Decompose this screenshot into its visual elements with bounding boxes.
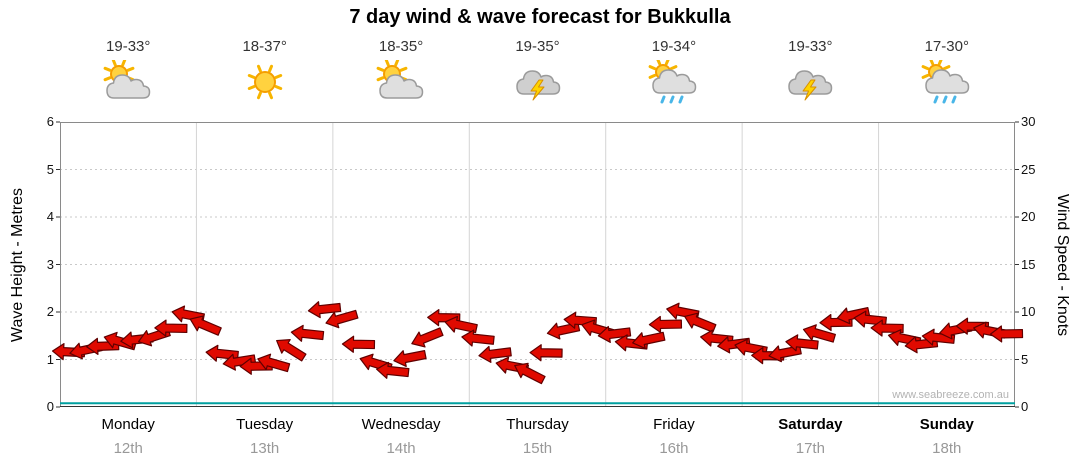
wind-arrow [836, 307, 871, 325]
day-name-thursday: Thursday [506, 416, 569, 433]
day-temp: 17-30° [924, 38, 969, 55]
plot-area: www.seabreeze.com.au [51, 121, 1024, 408]
wind-arrow [648, 315, 683, 334]
sun-cloud-icon [102, 58, 154, 104]
sun-icon [239, 60, 291, 104]
day-temp: 18-35° [378, 38, 424, 55]
day-date: 15th [522, 440, 553, 457]
left-tick-label: 4 [46, 209, 54, 224]
storm-icon [784, 60, 836, 104]
wind-arrow [546, 322, 581, 340]
left-tick-label: 2 [46, 304, 54, 319]
right-tick-label: 25 [1021, 161, 1036, 177]
day-date: 18th [932, 440, 962, 457]
wind-arrow [325, 309, 359, 329]
wind-arrow [529, 344, 563, 362]
day-date: 17th [795, 440, 825, 457]
day-temp: 19-33° [788, 38, 833, 55]
wind-arrow [154, 319, 188, 337]
right-tick-label: 30 [1021, 114, 1036, 129]
day-date: 12th [113, 440, 143, 457]
left-tick-label: 5 [46, 161, 54, 177]
day-date: 14th [386, 440, 416, 457]
wind-arrow [461, 329, 495, 347]
sun-cloud-icon [375, 58, 427, 104]
day-temp: 18-37° [242, 38, 287, 55]
chart-canvas [51, 121, 1024, 408]
wind-arrow [597, 325, 632, 343]
day-name-sunday: Sunday [919, 416, 974, 433]
right-tick-label: 20 [1021, 209, 1036, 224]
wind-arrow [393, 350, 427, 368]
wind-arrow [189, 315, 222, 336]
wind-arrow [921, 328, 956, 346]
right-tick-label: 0 [1021, 399, 1029, 414]
wind-arrow [276, 339, 307, 362]
wind-arrow [802, 324, 836, 343]
right-axis-label: Wind Speed - Knots [1054, 193, 1071, 337]
wind-arrow [989, 325, 1024, 343]
day-name-tuesday: Tuesday [236, 416, 294, 433]
day-name-wednesday: Wednesday [361, 416, 441, 433]
watermark: www.seabreeze.com.au [892, 389, 1009, 401]
sun-showers-icon [921, 57, 973, 104]
right-tick-label: 5 [1021, 351, 1029, 367]
wind-arrow [614, 334, 649, 352]
storm-icon [512, 60, 564, 104]
right-tick-label: 10 [1021, 304, 1036, 319]
wind-arrow [785, 334, 819, 352]
left-axis-label: Wave Height - Metres [9, 187, 26, 343]
day-name-saturday: Saturday [778, 416, 843, 433]
wind-arrow [444, 315, 478, 334]
wind-arrow [257, 353, 291, 373]
day-name-friday: Friday [653, 416, 695, 433]
left-tick-label: 1 [46, 351, 54, 367]
wind-arrow [307, 301, 342, 319]
wind-arrow [768, 345, 802, 363]
left-tick-label: 0 [46, 399, 54, 414]
day-temp: 19-34° [651, 38, 697, 55]
wind-arrow [376, 361, 410, 379]
wind-arrow [717, 336, 751, 354]
wind-arrow [478, 345, 512, 363]
wind-arrow [684, 312, 717, 333]
left-tick-label: 6 [46, 114, 54, 129]
wind-arrow [341, 335, 376, 353]
wind-arrow [411, 327, 444, 348]
day-temp: 19-33° [106, 38, 151, 55]
day-temp: 19-35° [515, 38, 560, 55]
sun-showers-icon [648, 57, 700, 104]
day-name-monday: Monday [101, 416, 155, 433]
wind-arrow [290, 324, 325, 342]
wind-arrow [514, 362, 546, 385]
wind-arrow [222, 353, 257, 371]
day-date: 16th [659, 440, 689, 457]
page-title: 7 day wind & wave forecast for Bukkulla [349, 6, 731, 28]
right-tick-label: 15 [1021, 256, 1036, 272]
wind-arrow [632, 331, 666, 350]
left-tick-label: 3 [46, 256, 54, 272]
day-date: 13th [250, 440, 280, 457]
